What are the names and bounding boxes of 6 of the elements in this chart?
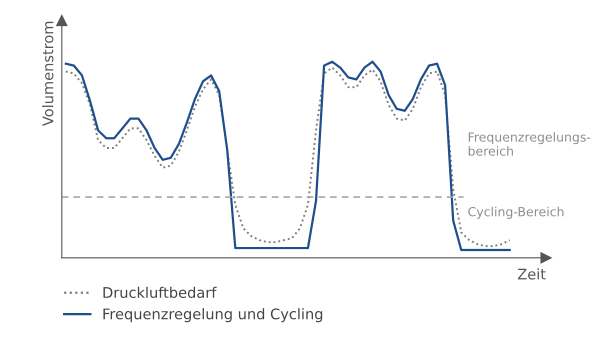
legend-label: Frequenzregelung und Cycling [103,308,322,322]
legend-label: Druckluftbedarf [103,286,217,298]
annotation: Frequenzregelungs- bereich [468,132,590,156]
annotation: Cycling-Bereich [468,206,564,219]
y-axis-title: Volumenstrom [42,22,54,126]
x-axis-title: Zeit [518,268,546,280]
